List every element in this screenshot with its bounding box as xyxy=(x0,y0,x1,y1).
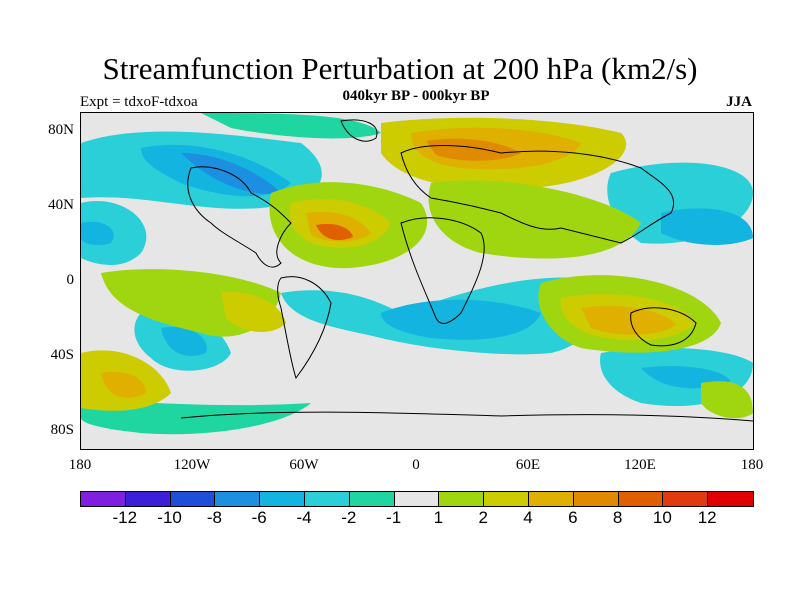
colorbar-swatch xyxy=(663,492,709,506)
colorbar-swatch xyxy=(394,492,440,506)
lon-label: 60W xyxy=(289,457,319,473)
colorbar-swatch xyxy=(618,492,664,506)
lon-label: 180 xyxy=(740,457,764,473)
lon-label: 120W xyxy=(173,457,211,473)
lat-label: 40S xyxy=(50,347,74,363)
colorbar-label: -8 xyxy=(206,508,222,527)
lat-label: 80N xyxy=(48,122,74,138)
colorbar-label: -2 xyxy=(341,508,357,527)
lat-label: 80S xyxy=(50,422,74,438)
colorbar-swatch xyxy=(215,492,261,506)
colorbar-label: -12 xyxy=(112,508,138,527)
lat-label: 40N xyxy=(48,197,74,213)
season-label: JJA xyxy=(726,94,752,110)
lon-label: 120E xyxy=(624,457,656,473)
colorbar-label: 1 xyxy=(433,508,444,527)
lon-label: 0 xyxy=(412,457,420,473)
colorbar-label: 6 xyxy=(568,508,578,527)
colorbar xyxy=(80,491,754,507)
colorbar-swatch xyxy=(349,492,395,506)
colorbar-swatch xyxy=(573,492,619,506)
lon-label: 60E xyxy=(515,457,541,473)
map-panel xyxy=(80,112,754,450)
contour-field xyxy=(81,113,753,435)
colorbar-swatch xyxy=(484,492,529,506)
colorbar-label: 8 xyxy=(612,508,623,527)
coastlines xyxy=(180,119,753,422)
colorbar-label: 12 xyxy=(697,508,717,527)
colorbar-label: -4 xyxy=(296,508,312,527)
colorbar-label: -10 xyxy=(157,508,182,527)
experiment-label: Expt = tdxoF-tdxoa xyxy=(80,94,198,110)
colorbar-swatch xyxy=(528,492,574,506)
colorbar-swatch xyxy=(304,492,350,506)
colorbar-label: -6 xyxy=(251,508,267,527)
colorbar-label: 2 xyxy=(478,508,488,527)
colorbar-swatch xyxy=(125,492,171,506)
colorbar-swatch xyxy=(708,492,753,506)
chart-title: Streamfunction Perturbation at 200 hPa (… xyxy=(102,51,698,86)
colorbar-swatch xyxy=(439,492,485,506)
colorbar-label: -1 xyxy=(386,508,402,527)
colorbar-swatch xyxy=(170,492,216,506)
colorbar-label: 10 xyxy=(652,508,672,527)
colorbar-label: 4 xyxy=(523,508,533,527)
chart-subtitle: 040kyr BP - 000kyr BP xyxy=(342,88,490,104)
lon-label: 180 xyxy=(68,457,92,473)
colorbar-swatch xyxy=(81,492,126,506)
lat-label: 0 xyxy=(66,272,75,288)
colorbar-swatch xyxy=(260,492,305,506)
positive-regions xyxy=(81,117,753,419)
